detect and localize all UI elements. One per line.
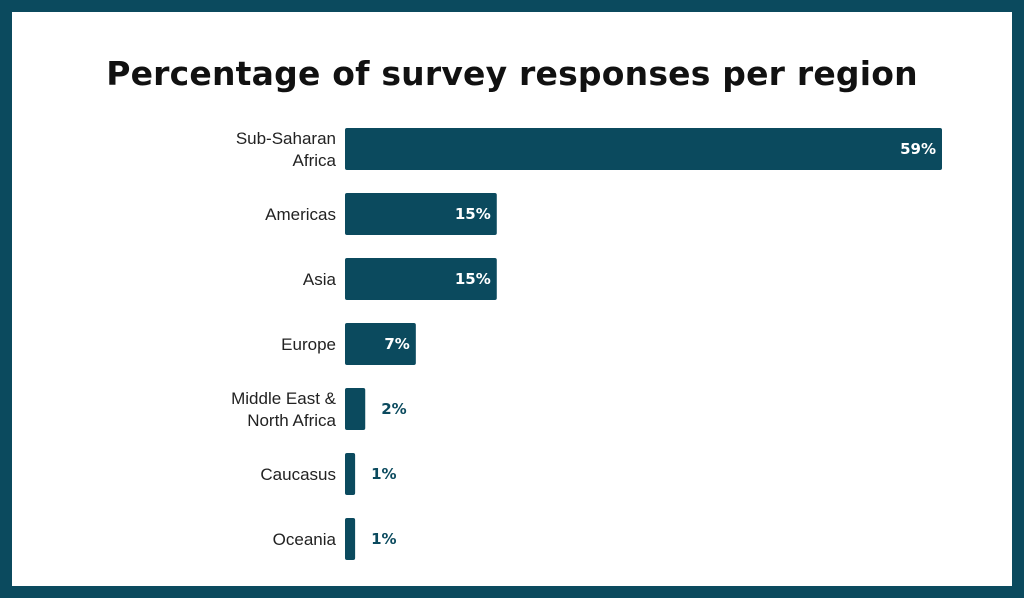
bar-6 [345, 518, 356, 560]
category-label-6: Oceania [273, 530, 337, 549]
bar-4 [345, 388, 366, 430]
value-label-2: 15% [455, 270, 491, 288]
category-label-3: Europe [281, 335, 336, 354]
value-label-5: 1% [371, 465, 396, 483]
bar-3 [345, 323, 416, 365]
category-label-0: Sub-Saharan Africa [236, 129, 337, 170]
bar-1 [345, 193, 497, 235]
chart-title: Percentage of survey responses per regio… [106, 54, 918, 93]
value-label-6: 1% [371, 530, 396, 548]
bar-2 [345, 258, 497, 300]
value-label-0: 59% [900, 140, 936, 158]
bar-0 [345, 128, 942, 170]
bar-5 [345, 453, 356, 495]
value-label-1: 15% [455, 205, 491, 223]
value-label-3: 7% [384, 335, 409, 353]
value-label-4: 2% [381, 400, 406, 418]
category-label-4: Middle East & North Africa [231, 389, 337, 430]
category-label-1: Americas [265, 205, 336, 224]
category-label-5: Caucasus [260, 465, 336, 484]
category-label-2: Asia [303, 270, 337, 289]
